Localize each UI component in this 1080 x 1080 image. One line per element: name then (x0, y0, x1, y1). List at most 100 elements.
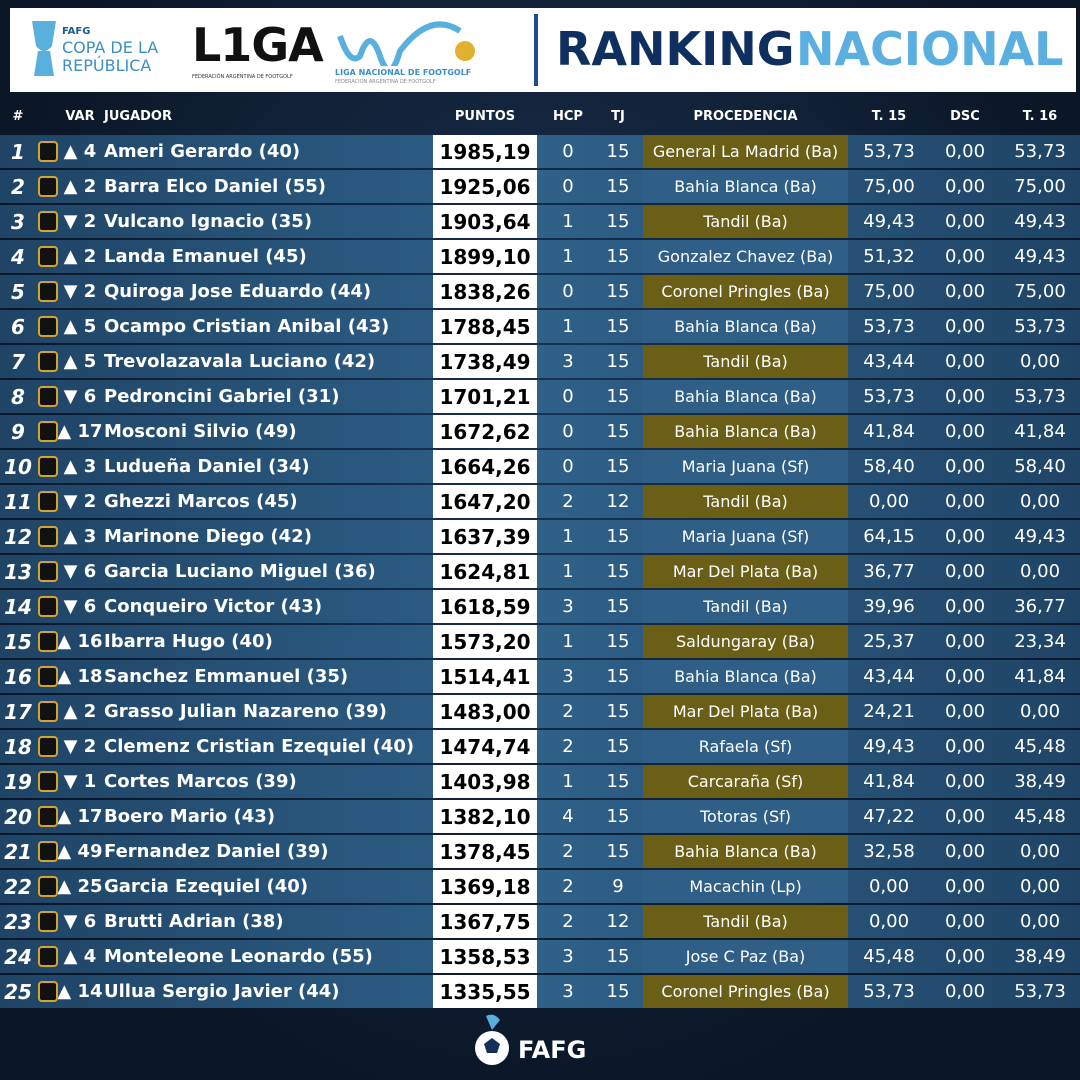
dsc: 0,00 (944, 631, 986, 652)
t15: 25,37 (863, 631, 915, 652)
points: 1647,20 (433, 485, 537, 518)
dsc: 0,00 (944, 176, 986, 197)
t16: 53,73 (1014, 386, 1066, 407)
hcp: 3 (562, 596, 574, 617)
row-icon (38, 981, 58, 1002)
player: Fernandez Daniel (39) (104, 841, 329, 862)
var: ▲ 3 (63, 456, 97, 477)
pos: 6 (11, 314, 25, 339)
row-background (0, 835, 1080, 868)
row-icon (38, 561, 58, 582)
pos: 15 (4, 629, 32, 654)
hcp: 3 (562, 666, 574, 687)
dsc: 0,00 (944, 806, 986, 827)
origin: Maria Juana (Sf) (643, 450, 848, 483)
pos: 8 (11, 384, 25, 409)
pos: 18 (4, 734, 32, 759)
row-background (0, 345, 1080, 378)
pos: 2 (11, 174, 25, 199)
var: ▲ 2 (63, 701, 97, 722)
row-icon (38, 351, 58, 372)
t15: 49,43 (863, 736, 915, 757)
row-icon (38, 456, 58, 477)
dsc: 0,00 (944, 946, 986, 967)
points: 1483,00 (433, 695, 537, 728)
points: 1514,41 (433, 660, 537, 693)
t16: 53,73 (1014, 141, 1066, 162)
row-background (0, 590, 1080, 623)
origin: Coronel Pringles (Ba) (643, 275, 848, 308)
hcp: 1 (562, 771, 574, 792)
pos: 7 (11, 349, 25, 374)
t15: 43,44 (863, 351, 915, 372)
var: ▲ 49 (58, 841, 102, 862)
tj: 15 (606, 211, 630, 232)
points: 1618,59 (433, 590, 537, 623)
row-icon (38, 316, 58, 337)
liga-sub: FEDERACIÓN ARGENTINA DE FOOTGOLF (192, 74, 293, 80)
origin: Tandil (Ba) (643, 205, 848, 238)
dsc: 0,00 (944, 841, 986, 862)
origin: Rafaela (Sf) (643, 730, 848, 763)
tj: 15 (606, 596, 630, 617)
title-ranking: RANKING (556, 22, 795, 76)
row-background (0, 170, 1080, 203)
pos: 10 (4, 454, 32, 479)
t15: 53,73 (863, 981, 915, 1002)
row-icon (38, 526, 58, 547)
points: 1985,19 (433, 135, 537, 168)
liga-nacional-sub: FEDERACION ARGENTINA DE FOOTGOLF (335, 79, 436, 85)
tj: 15 (606, 281, 630, 302)
t15: 0,00 (868, 876, 910, 897)
hcp: 4 (562, 806, 574, 827)
row-background (0, 660, 1080, 693)
dsc: 0,00 (944, 701, 986, 722)
header-banner: FAFG COPA DE LA REPÚBLICA L1GA FEDERACIÓ… (10, 8, 1076, 92)
tj: 12 (606, 491, 630, 512)
hcp: 2 (562, 841, 574, 862)
dsc: 0,00 (944, 351, 986, 372)
hcp: 2 (562, 911, 574, 932)
t15: 53,73 (863, 386, 915, 407)
hcp: 3 (562, 946, 574, 967)
pos: 24 (4, 944, 32, 969)
origin: Tandil (Ba) (643, 590, 848, 623)
origin: General La Madrid (Ba) (643, 135, 848, 168)
tj: 15 (606, 561, 630, 582)
row-background (0, 485, 1080, 518)
dsc: 0,00 (944, 981, 986, 1002)
pos: 22 (4, 874, 32, 899)
player: Cortes Marcos (39) (104, 771, 297, 792)
footer-brand: FAFG (518, 1036, 587, 1064)
tj: 15 (606, 386, 630, 407)
row-background (0, 940, 1080, 973)
var: ▼ 2 (63, 491, 97, 512)
t15: 51,32 (863, 246, 915, 267)
t15: 41,84 (863, 421, 915, 442)
points: 1701,21 (433, 380, 537, 413)
row-icon (38, 246, 58, 267)
player: Ibarra Hugo (40) (104, 631, 273, 652)
player: Clemenz Cristian Ezequiel (40) (104, 736, 415, 757)
row-icon (38, 281, 58, 302)
row-icon (38, 141, 58, 162)
pos: 13 (4, 559, 32, 584)
hcp: 2 (562, 701, 574, 722)
liga-nacional-name: LIGA NACIONAL DE FOOTGOLF (335, 68, 472, 77)
tj: 15 (606, 141, 630, 162)
row-background (0, 135, 1080, 168)
row-background (0, 520, 1080, 553)
origin: Carcaraña (Sf) (643, 765, 848, 798)
row-background (0, 555, 1080, 588)
row-background (0, 450, 1080, 483)
origin: Mar Del Plata (Ba) (643, 555, 848, 588)
t16: 49,43 (1014, 526, 1066, 547)
origin: Saldungaray (Ba) (643, 625, 848, 658)
player: Mosconi Silvio (49) (104, 421, 297, 442)
pos: 11 (4, 489, 32, 514)
player: Conqueiro Victor (43) (104, 596, 323, 617)
dsc: 0,00 (944, 246, 986, 267)
liga-logo: L1GA (192, 18, 324, 72)
dsc: 0,00 (944, 876, 986, 897)
player: Vulcano Ignacio (35) (104, 211, 313, 232)
